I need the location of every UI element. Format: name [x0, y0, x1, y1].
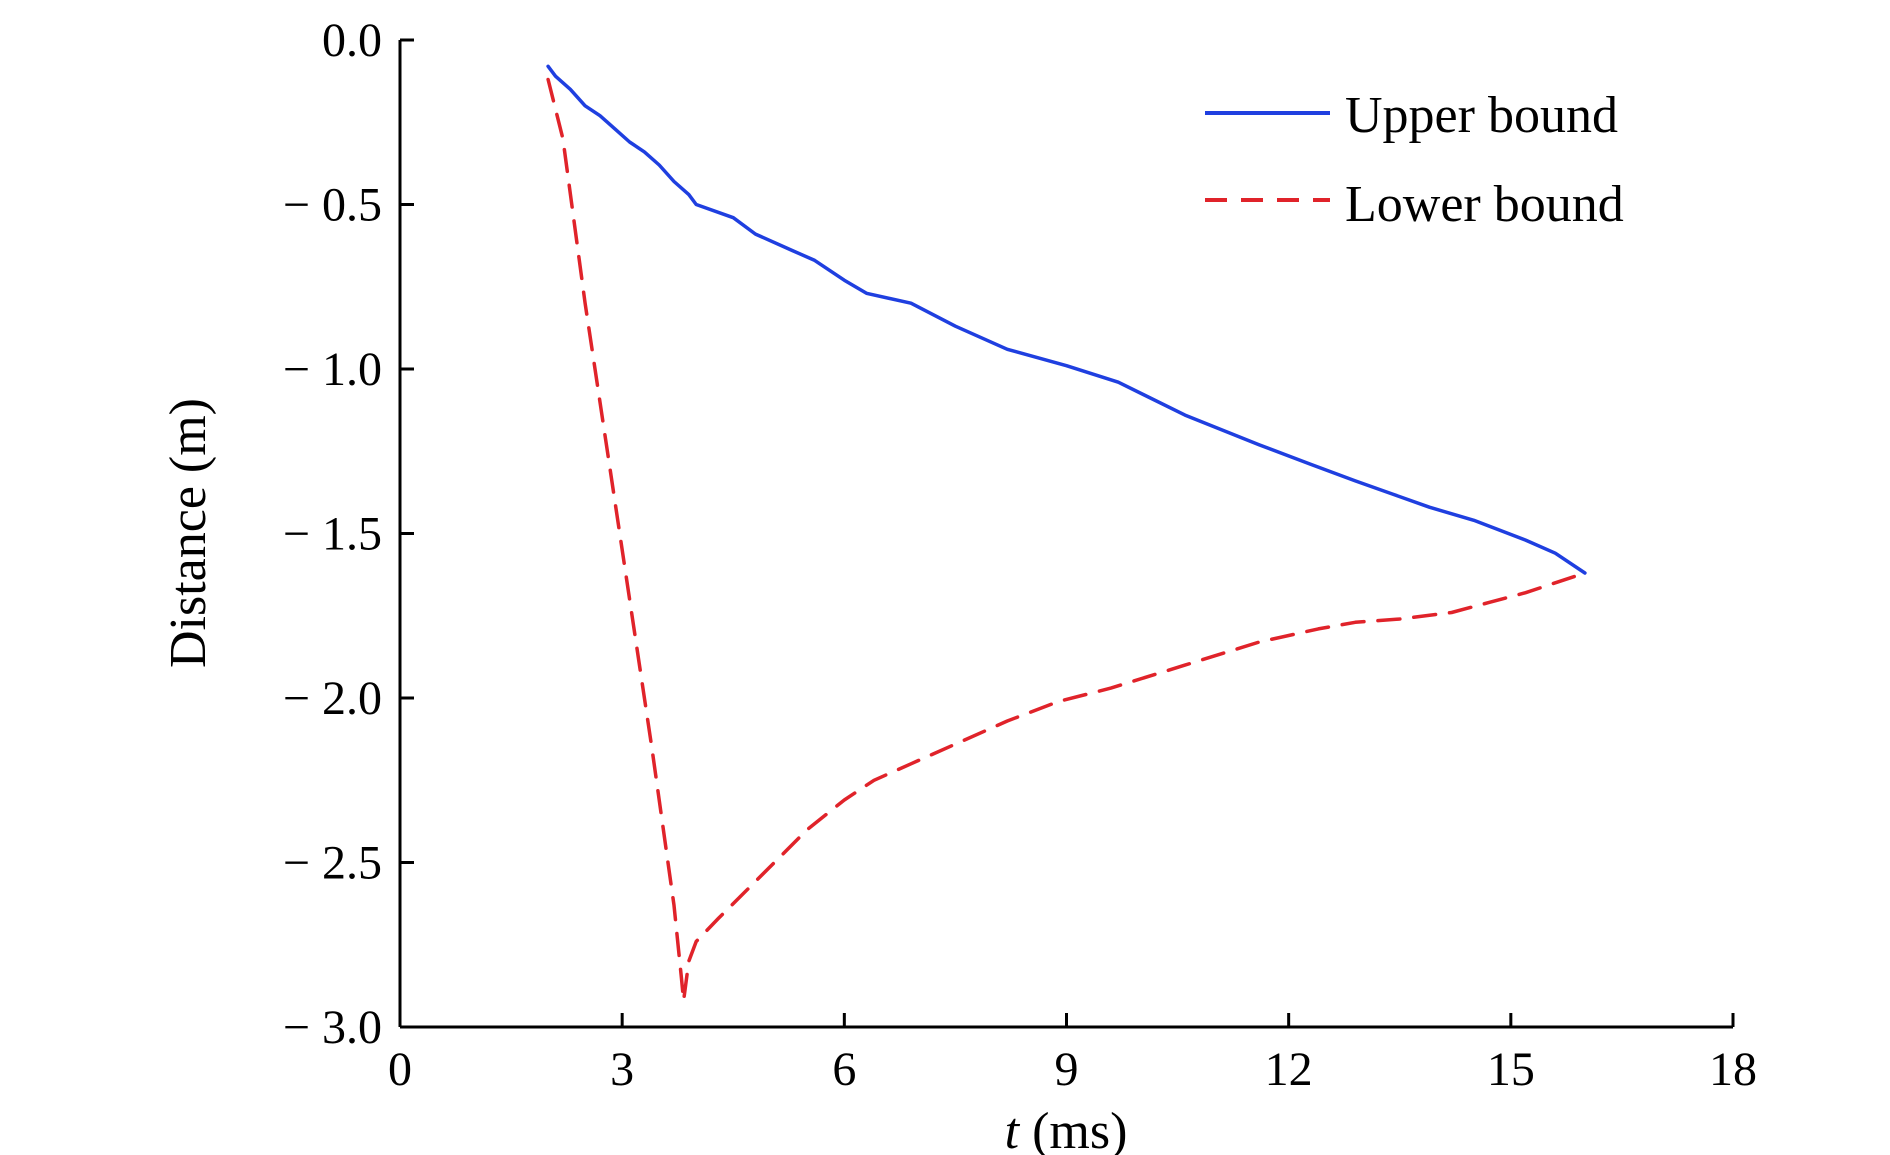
x-tick-label: 6: [832, 1043, 856, 1096]
legend-label-upper: Upper bound: [1345, 87, 1618, 144]
y-tick-label: − 0.5: [283, 179, 382, 232]
legend-item-upper: Upper bound: [1205, 87, 1618, 144]
series-layer: [546, 64, 1587, 1003]
x-tick-label: 15: [1487, 1043, 1535, 1096]
legend-label-lower: Lower bound: [1345, 176, 1624, 233]
y-tick-label: − 1.0: [283, 343, 382, 396]
y-tick-label: 0.0: [322, 14, 382, 67]
x-tick-label: 3: [610, 1043, 634, 1096]
x-tick-label: 18: [1709, 1043, 1757, 1096]
series-lower-bound-line: [546, 77, 1587, 1003]
y-tick-label: − 2.5: [283, 837, 382, 890]
legend: Upper bound Lower bound: [1205, 87, 1624, 233]
legend-item-lower: Lower bound: [1205, 176, 1624, 233]
x-tick-label: 0: [388, 1043, 412, 1096]
x-axis-title: t (ms): [1005, 1103, 1128, 1155]
x-axis-unit: (ms): [1019, 1103, 1127, 1155]
series-upper-bound-line: [546, 64, 1587, 575]
x-tick-label: 12: [1265, 1043, 1313, 1096]
y-tick-label: − 1.5: [283, 508, 382, 561]
y-ticks: 0.0 − 0.5 − 1.0 − 1.5 − 2.0 − 2.5 − 3.0: [283, 14, 414, 1054]
x-tick-label: 9: [1055, 1043, 1079, 1096]
x-ticks: 0 3 6 9 12 15 18: [388, 1013, 1757, 1096]
y-tick-label: − 2.0: [283, 672, 382, 725]
x-axis-variable: t: [1005, 1103, 1021, 1155]
y-axis-title: Distance (m): [160, 398, 217, 668]
y-tick-label: − 3.0: [283, 1001, 382, 1054]
